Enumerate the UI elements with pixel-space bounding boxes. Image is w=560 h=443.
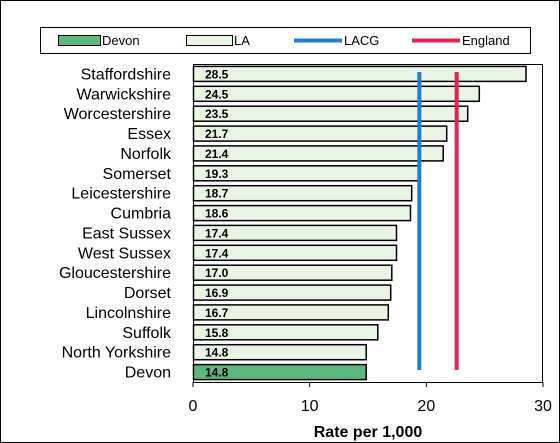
bar-cumbria xyxy=(192,204,412,222)
category-label-lincolnshire: Lincolnshire xyxy=(86,305,171,322)
value-label-east-sussex: 17.4 xyxy=(205,226,229,240)
category-label-norfolk: Norfolk xyxy=(120,146,172,163)
category-label-suffolk: Suffolk xyxy=(122,325,172,342)
category-label-warwickshire: Warwickshire xyxy=(76,86,171,103)
x-axis-title: Rate per 1,000 xyxy=(314,424,423,441)
bar-worcestershire xyxy=(192,105,469,122)
legend-label-lacg: LACG xyxy=(344,33,379,48)
value-label-norfolk: 21.4 xyxy=(205,147,229,161)
legend-swatch-devon xyxy=(58,35,101,46)
category-label-north-yorkshire: North Yorkshire xyxy=(62,345,171,362)
legend-label-la: LA xyxy=(234,33,250,48)
legend-swatch-la xyxy=(186,35,233,46)
value-label-somerset: 19.3 xyxy=(205,167,229,181)
bar-west-sussex xyxy=(192,244,398,262)
bar-east-sussex xyxy=(192,224,398,242)
bar-leicestershire xyxy=(192,184,413,202)
value-label-dorset: 16.9 xyxy=(205,286,229,300)
value-label-worcestershire: 23.5 xyxy=(205,107,229,121)
category-label-dorset: Dorset xyxy=(124,285,172,302)
value-label-suffolk: 15.8 xyxy=(205,326,229,340)
bar-devon xyxy=(192,363,367,381)
category-label-staffordshire: Staffordshire xyxy=(81,66,172,83)
bar-lincolnshire xyxy=(192,304,390,321)
x-tick-label-0: 0 xyxy=(189,398,198,415)
bar-staffordshire xyxy=(192,65,527,83)
value-label-cumbria: 18.6 xyxy=(205,207,229,221)
legend-label-england: England xyxy=(462,33,510,48)
bar-gloucestershire xyxy=(192,264,393,281)
value-label-devon: 14.8 xyxy=(205,366,229,380)
category-label-worcestershire: Worcestershire xyxy=(64,106,171,123)
value-label-west-sussex: 17.4 xyxy=(205,246,229,260)
category-label-east-sussex: East Sussex xyxy=(82,225,171,242)
value-label-gloucestershire: 17.0 xyxy=(205,266,229,280)
bar-suffolk xyxy=(192,324,379,341)
value-label-leicestershire: 18.7 xyxy=(205,187,229,201)
category-label-gloucestershire: Gloucestershire xyxy=(59,265,171,282)
bar-essex xyxy=(192,125,448,142)
value-label-staffordshire: 28.5 xyxy=(205,67,229,81)
category-label-essex: Essex xyxy=(127,126,171,143)
value-label-essex: 21.7 xyxy=(205,127,229,141)
x-tick-label-10: 10 xyxy=(301,398,319,415)
legend-label-devon: Devon xyxy=(102,33,140,48)
value-label-north-yorkshire: 14.8 xyxy=(205,346,229,360)
bar-dorset xyxy=(192,284,392,301)
bar-north-yorkshire xyxy=(192,343,367,361)
category-label-somerset: Somerset xyxy=(103,166,172,183)
category-label-devon: Devon xyxy=(125,365,171,382)
bar-warwickshire xyxy=(192,85,481,103)
plot-area xyxy=(193,64,543,383)
x-tick-label-20: 20 xyxy=(417,398,435,415)
category-label-cumbria: Cumbria xyxy=(111,206,172,223)
category-label-leicestershire: Leicestershire xyxy=(71,186,171,203)
category-label-west-sussex: West Sussex xyxy=(78,245,171,262)
value-label-warwickshire: 24.5 xyxy=(205,87,229,101)
value-label-lincolnshire: 16.7 xyxy=(205,306,229,320)
bar-norfolk xyxy=(192,145,444,162)
x-tick-label-30: 30 xyxy=(534,398,552,415)
